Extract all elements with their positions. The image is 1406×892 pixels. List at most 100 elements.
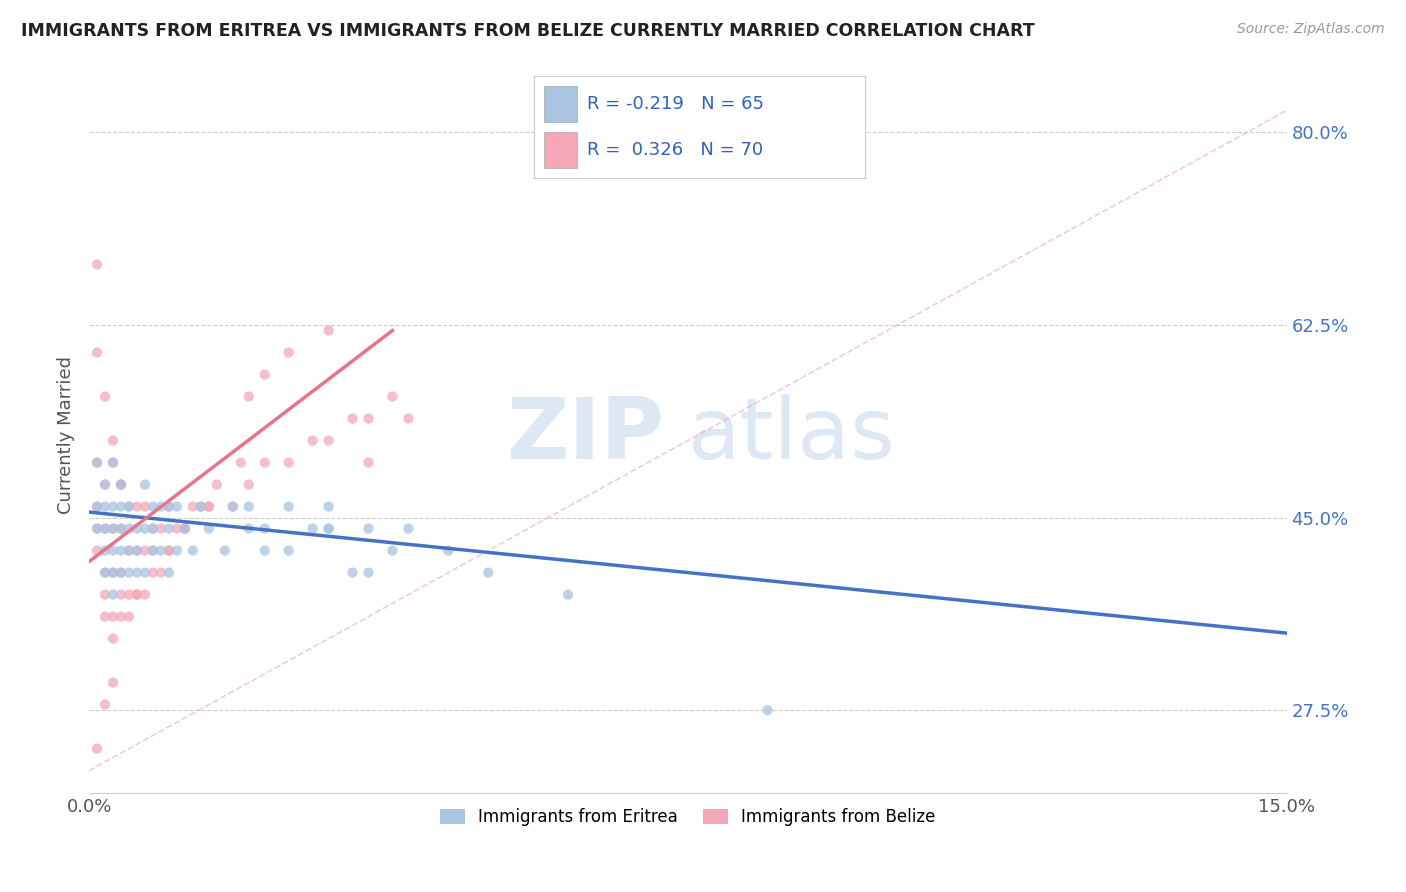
Point <box>110 500 132 514</box>
Text: R = -0.219   N = 65: R = -0.219 N = 65 <box>588 95 763 112</box>
Point <box>125 566 148 580</box>
Point <box>101 566 124 580</box>
Point <box>94 390 117 404</box>
Point <box>101 609 124 624</box>
Point <box>253 368 276 382</box>
Point <box>396 411 419 425</box>
Point <box>198 500 221 514</box>
Point <box>381 543 404 558</box>
FancyBboxPatch shape <box>544 132 578 168</box>
Point <box>125 543 148 558</box>
Point <box>157 566 180 580</box>
Point <box>277 456 299 470</box>
Point <box>86 543 108 558</box>
Point <box>277 345 299 359</box>
Point <box>357 566 380 580</box>
Point <box>277 500 299 514</box>
Point <box>318 434 340 448</box>
Point <box>238 500 260 514</box>
Point <box>318 324 340 338</box>
Point <box>173 522 195 536</box>
Point <box>125 588 148 602</box>
Point <box>118 500 141 514</box>
Point <box>94 566 117 580</box>
Point <box>101 456 124 470</box>
Point <box>134 543 156 558</box>
Point <box>157 500 180 514</box>
Point <box>149 500 172 514</box>
Point <box>301 434 323 448</box>
Point <box>190 500 212 514</box>
Point <box>86 345 108 359</box>
Point <box>381 390 404 404</box>
Point <box>756 703 779 717</box>
Point <box>94 588 117 602</box>
Point <box>86 522 108 536</box>
Point <box>238 522 260 536</box>
Point <box>101 434 124 448</box>
Point <box>238 390 260 404</box>
Point <box>94 500 117 514</box>
Point <box>110 588 132 602</box>
Point <box>94 477 117 491</box>
Point <box>157 500 180 514</box>
Point <box>86 741 108 756</box>
Point <box>118 500 141 514</box>
Point <box>118 566 141 580</box>
Point <box>101 522 124 536</box>
Point <box>142 543 165 558</box>
Point <box>118 543 141 558</box>
Point <box>318 522 340 536</box>
Point <box>142 500 165 514</box>
Point <box>118 543 141 558</box>
Point <box>86 500 108 514</box>
Point <box>118 522 141 536</box>
Legend: Immigrants from Eritrea, Immigrants from Belize: Immigrants from Eritrea, Immigrants from… <box>432 800 943 834</box>
Point <box>134 522 156 536</box>
Text: R =  0.326   N = 70: R = 0.326 N = 70 <box>588 141 763 159</box>
Point <box>110 609 132 624</box>
Point <box>342 566 364 580</box>
Point <box>318 500 340 514</box>
Point <box>238 477 260 491</box>
Point <box>557 588 579 602</box>
Point <box>118 588 141 602</box>
Point <box>222 500 245 514</box>
Point <box>86 258 108 272</box>
Point <box>142 522 165 536</box>
Point <box>142 543 165 558</box>
Point <box>110 477 132 491</box>
Point <box>125 500 148 514</box>
Point <box>253 543 276 558</box>
FancyBboxPatch shape <box>544 87 578 122</box>
Point <box>110 477 132 491</box>
Point <box>342 411 364 425</box>
Point <box>101 543 124 558</box>
Point <box>118 609 141 624</box>
Point <box>396 522 419 536</box>
Point <box>142 566 165 580</box>
Point <box>173 522 195 536</box>
Text: ZIP: ZIP <box>506 393 664 476</box>
Point <box>318 522 340 536</box>
Point <box>134 588 156 602</box>
Point <box>86 500 108 514</box>
Point <box>205 477 228 491</box>
Point <box>142 522 165 536</box>
Point <box>229 456 252 470</box>
Point <box>101 456 124 470</box>
Text: IMMIGRANTS FROM ERITREA VS IMMIGRANTS FROM BELIZE CURRENTLY MARRIED CORRELATION : IMMIGRANTS FROM ERITREA VS IMMIGRANTS FR… <box>21 22 1035 40</box>
Point <box>125 522 148 536</box>
Point <box>94 543 117 558</box>
Point <box>157 543 180 558</box>
Point <box>110 566 132 580</box>
Point <box>101 588 124 602</box>
Point <box>477 566 499 580</box>
Point <box>86 522 108 536</box>
Point <box>101 522 124 536</box>
Point <box>86 456 108 470</box>
Point <box>166 522 188 536</box>
Point <box>166 543 188 558</box>
Point <box>214 543 236 558</box>
Point <box>437 543 460 558</box>
